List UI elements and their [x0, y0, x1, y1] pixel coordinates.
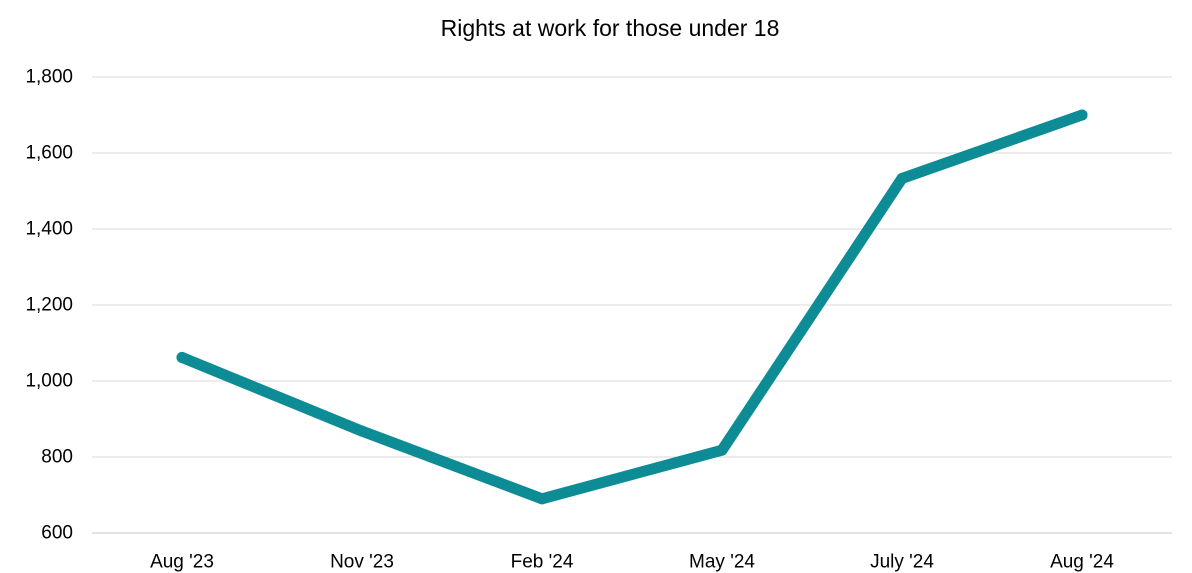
- data-point: [356, 425, 368, 437]
- x-tick-label: Feb '24: [511, 552, 574, 573]
- y-tick-label: 1,800: [25, 67, 73, 88]
- x-tick-label: Aug '23: [150, 552, 214, 573]
- series-layer: [176, 109, 1088, 505]
- y-tick-label: 800: [41, 447, 73, 468]
- data-point: [176, 351, 188, 363]
- y-tick-label: 600: [41, 523, 73, 544]
- data-point: [716, 444, 728, 456]
- x-tick-label: Nov '23: [330, 552, 394, 573]
- data-point: [896, 172, 908, 184]
- data-point: [1076, 109, 1088, 121]
- x-tick-label: May '24: [689, 552, 755, 573]
- y-tick-label: 1,400: [25, 219, 73, 240]
- x-tick-label: Aug '24: [1050, 552, 1114, 573]
- series-line: [176, 109, 1088, 505]
- data-point: [536, 493, 548, 505]
- gridlines: [92, 76, 1172, 534]
- y-tick-label: 1,000: [25, 371, 73, 392]
- y-axis-ticks: 600 800 1,000 1,200 1,400 1,600 1,800: [25, 67, 73, 544]
- y-tick-label: 1,200: [25, 295, 73, 316]
- y-tick-label: 1,600: [25, 143, 73, 164]
- chart-title: Rights at work for those under 18: [440, 15, 780, 41]
- x-axis-ticks: Aug '23 Nov '23 Feb '24 May '24 July '24 Aug …: [150, 552, 1114, 573]
- x-tick-label: July '24: [870, 552, 934, 573]
